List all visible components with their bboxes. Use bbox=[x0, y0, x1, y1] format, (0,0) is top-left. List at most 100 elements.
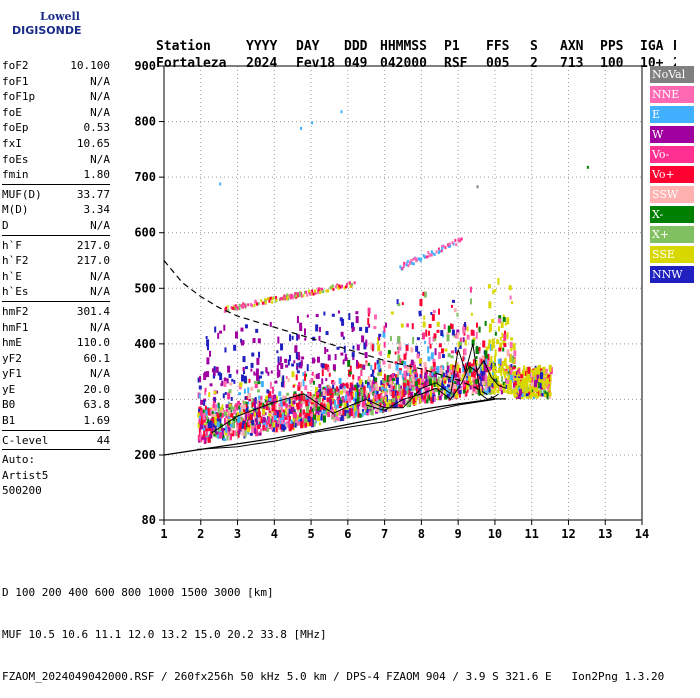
echo-mark bbox=[415, 377, 419, 384]
echo-mark bbox=[517, 377, 521, 384]
echo-mark bbox=[362, 408, 365, 413]
header-field-value: 2 bbox=[530, 56, 538, 71]
echo-mark bbox=[254, 384, 258, 389]
echo-mark bbox=[399, 398, 402, 402]
echo-mark bbox=[292, 416, 295, 422]
echo-mark bbox=[315, 408, 318, 414]
echo-mark bbox=[227, 308, 230, 312]
echo-mark bbox=[490, 362, 493, 368]
echo-mark bbox=[352, 397, 355, 402]
parameter-value: N/A bbox=[90, 320, 110, 334]
echo-mark bbox=[456, 312, 459, 317]
echo-mark bbox=[242, 420, 246, 428]
echo-mark bbox=[285, 403, 289, 408]
echo-mark bbox=[261, 301, 264, 305]
muf-value: 33.8 bbox=[253, 628, 287, 641]
echo-mark bbox=[489, 377, 493, 384]
echo-mark bbox=[288, 293, 291, 297]
echo-mark bbox=[382, 409, 385, 413]
echo-mark bbox=[433, 371, 437, 376]
echo-mark bbox=[260, 299, 263, 303]
echo-mark bbox=[511, 301, 514, 305]
echo-mark bbox=[258, 402, 262, 409]
trace-line bbox=[366, 359, 507, 412]
echo-mark bbox=[348, 371, 352, 375]
y-tick-label: 700 bbox=[134, 170, 156, 184]
echo-mark bbox=[481, 375, 485, 382]
echo-mark bbox=[314, 418, 317, 424]
echo-mark bbox=[469, 382, 472, 390]
echo-mark bbox=[512, 343, 516, 351]
echo-mark bbox=[348, 388, 352, 393]
echo-mark bbox=[460, 237, 463, 241]
echo-mark bbox=[268, 297, 271, 301]
echo-mark bbox=[326, 397, 330, 403]
echo-mark bbox=[257, 302, 260, 306]
echo-mark bbox=[376, 372, 380, 376]
echo-mark bbox=[225, 408, 228, 412]
echo-mark bbox=[218, 407, 221, 414]
parameter-name: hmE bbox=[2, 336, 22, 350]
echo-mark bbox=[364, 362, 368, 366]
echo-mark bbox=[328, 372, 331, 377]
echo-mark bbox=[260, 399, 263, 405]
trace-line bbox=[197, 398, 495, 450]
echo-mark bbox=[420, 387, 423, 395]
echo-mark bbox=[506, 349, 510, 357]
echo-mark bbox=[493, 289, 497, 293]
echo-mark bbox=[277, 336, 280, 344]
echo-mark bbox=[257, 381, 261, 385]
echo-mark bbox=[544, 368, 548, 374]
echo-mark bbox=[340, 284, 343, 288]
parameter-row: yF2 60.1 bbox=[2, 351, 110, 367]
echo-mark bbox=[367, 385, 371, 389]
echo-mark bbox=[384, 396, 387, 404]
echo-mark bbox=[528, 391, 531, 395]
echo-mark bbox=[220, 410, 224, 414]
echo-mark bbox=[213, 403, 217, 411]
echo-mark bbox=[437, 390, 440, 396]
echo-mark bbox=[430, 397, 434, 404]
echo-mark bbox=[371, 344, 374, 352]
y-tick-label: 600 bbox=[134, 226, 156, 240]
echo-mark bbox=[257, 389, 261, 393]
echo-mark bbox=[415, 373, 418, 378]
echo-mark bbox=[357, 405, 360, 410]
echo-mark bbox=[262, 421, 266, 425]
echo-mark bbox=[479, 358, 482, 365]
echo-mark bbox=[339, 400, 342, 404]
echo-mark bbox=[446, 365, 449, 373]
echo-mark bbox=[287, 295, 290, 299]
echo-mark bbox=[288, 415, 291, 421]
echo-mark bbox=[406, 323, 409, 328]
echo-mark bbox=[359, 413, 363, 418]
echo-mark bbox=[285, 413, 289, 421]
echo-mark bbox=[217, 371, 221, 376]
echo-mark bbox=[488, 372, 492, 380]
echo-mark bbox=[300, 395, 304, 401]
echo-mark bbox=[448, 242, 451, 246]
echo-mark bbox=[283, 294, 286, 298]
echo-mark bbox=[198, 415, 201, 422]
echo-mark bbox=[284, 422, 288, 428]
echo-mark bbox=[512, 366, 516, 370]
echo-mark bbox=[435, 250, 438, 254]
echo-mark bbox=[405, 263, 408, 267]
echo-mark bbox=[443, 390, 447, 396]
echo-mark bbox=[475, 356, 478, 360]
echo-mark bbox=[197, 377, 200, 383]
echo-mark bbox=[322, 403, 326, 410]
echo-mark bbox=[505, 370, 508, 374]
echo-mark bbox=[297, 384, 301, 391]
echo-mark bbox=[391, 390, 395, 398]
echo-mark bbox=[244, 422, 248, 430]
echo-mark bbox=[228, 415, 231, 420]
echo-mark bbox=[502, 347, 505, 352]
echo-mark bbox=[400, 385, 403, 391]
echo-mark bbox=[248, 420, 251, 426]
echo-mark bbox=[418, 310, 422, 314]
echo-mark bbox=[436, 368, 439, 375]
echo-mark bbox=[305, 290, 308, 294]
echo-mark bbox=[455, 393, 459, 399]
echo-mark bbox=[211, 426, 214, 434]
